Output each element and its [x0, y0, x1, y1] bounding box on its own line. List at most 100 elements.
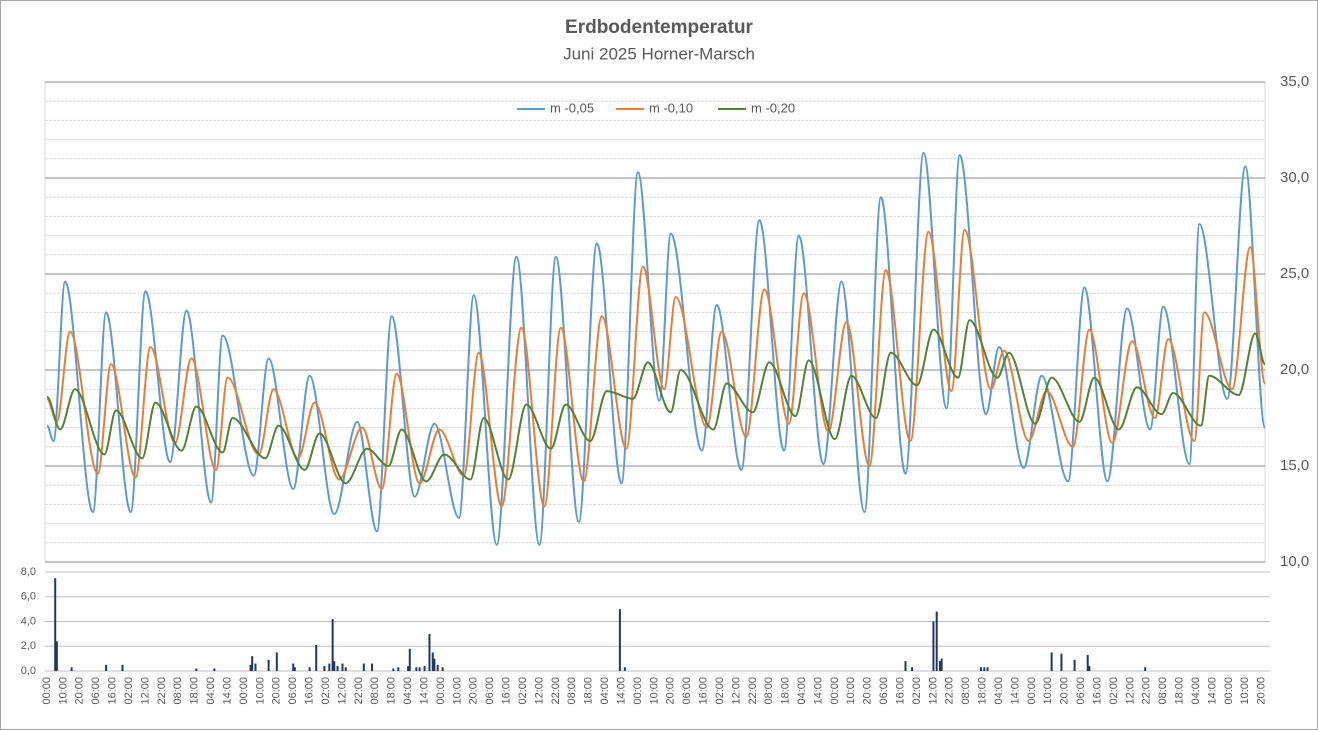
x-tick-label: 02:00	[911, 677, 923, 705]
x-tick-label: 02:00	[123, 677, 135, 705]
chart-subtitle: Juni 2025 Horner-Marsch	[563, 44, 755, 63]
bar	[336, 666, 339, 671]
y-tick-label: 6,0	[21, 591, 36, 603]
bar	[70, 667, 73, 671]
bar	[1088, 666, 1091, 671]
bar	[315, 645, 318, 671]
bar	[911, 667, 914, 671]
x-tick-label: 14:00	[1009, 677, 1021, 705]
bar	[105, 664, 108, 671]
chart-title: Erdbodentemperatur	[565, 17, 754, 38]
bar	[195, 668, 198, 671]
x-tick-label: 00:00	[632, 677, 644, 705]
bar	[408, 648, 411, 671]
x-tick-label: 06:00	[484, 677, 496, 705]
bar	[371, 663, 374, 671]
x-tick-label: 22:00	[1141, 677, 1153, 705]
bar	[935, 611, 938, 671]
x-tick-label: 22:00	[156, 677, 168, 705]
bar	[344, 667, 347, 671]
bar	[904, 661, 907, 671]
x-tick-label: 18:00	[1174, 677, 1186, 705]
x-tick-label: 14:00	[615, 677, 627, 705]
x-tick-label: 06:00	[90, 677, 102, 705]
bar	[418, 667, 421, 671]
x-tick-label: 16:00	[698, 677, 710, 705]
bar	[392, 668, 395, 671]
x-tick-label: 22:00	[550, 677, 562, 705]
bar	[1144, 667, 1147, 671]
x-tick-label: 02:00	[714, 677, 726, 705]
bar	[431, 652, 434, 671]
bar	[441, 667, 444, 671]
bar	[428, 633, 431, 671]
y-tick-label: 25,0	[1280, 265, 1309, 282]
x-tick-label: 12:00	[533, 677, 545, 705]
bar	[292, 663, 295, 671]
bar	[308, 667, 311, 671]
x-tick-label: 20:00	[74, 677, 86, 705]
bar	[1060, 653, 1063, 671]
bar	[415, 667, 418, 671]
y-tick-label: 15,0	[1280, 457, 1309, 474]
x-tick-label: 12:00	[1124, 677, 1136, 705]
x-tick-label: 10:00	[57, 677, 69, 705]
x-tick-label: 06:00	[681, 677, 693, 705]
x-tick-label: 20:00	[665, 677, 677, 705]
bar	[940, 658, 943, 671]
x-tick-label: 20:00	[271, 677, 283, 705]
x-tick-label: 04:00	[599, 677, 611, 705]
bar	[436, 664, 439, 671]
x-tick-label: 08:00	[369, 677, 381, 705]
x-tick-label: 04:00	[205, 677, 217, 705]
bar	[328, 663, 331, 671]
bar	[433, 658, 436, 671]
y-tick-label: 30,0	[1280, 169, 1309, 186]
x-tick-label: 10:00	[1042, 677, 1054, 705]
x-tick-label: 10:00	[1239, 677, 1251, 705]
bar	[55, 641, 58, 671]
x-tick-label: 16:00	[107, 677, 119, 705]
bar	[293, 667, 296, 671]
series-line	[46, 228, 1266, 508]
x-tick-label: 08:00	[172, 677, 184, 705]
x-tick-label: 06:00	[1075, 677, 1087, 705]
legend-label: m -0,05	[550, 100, 594, 115]
x-tick-label: 16:00	[501, 677, 513, 705]
bar	[254, 663, 257, 671]
x-tick-label: 16:00	[304, 677, 316, 705]
legend-label: m -0,20	[751, 100, 795, 115]
series-line	[46, 152, 1266, 546]
bar	[275, 652, 278, 671]
bar	[251, 656, 254, 671]
x-tick-label: 00:00	[1026, 677, 1038, 705]
bar	[362, 663, 365, 671]
bar	[1050, 652, 1053, 671]
x-tick-label: 12:00	[730, 677, 742, 705]
bar	[249, 664, 252, 671]
x-tick-label: 00:00	[435, 677, 447, 705]
x-tick-label: 08:00	[763, 677, 775, 705]
bar	[213, 668, 216, 671]
x-tick-label: 02:00	[320, 677, 332, 705]
y-tick-label: 8,0	[21, 566, 36, 578]
x-tick-label: 14:00	[812, 677, 824, 705]
x-tick-label: 22:00	[747, 677, 759, 705]
x-tick-label: 00:00	[238, 677, 250, 705]
x-tick-label: 20:00	[468, 677, 480, 705]
x-tick-label: 08:00	[566, 677, 578, 705]
x-tick-label: 22:00	[944, 677, 956, 705]
x-tick-label: 04:00	[1190, 677, 1202, 705]
bar	[938, 661, 941, 671]
y-tick-label: 4,0	[21, 615, 36, 627]
x-tick-label: 16:00	[894, 677, 906, 705]
y-tick-label: 20,0	[1280, 361, 1309, 378]
x-tick-label: 20:00	[1059, 677, 1071, 705]
series-line	[46, 319, 1266, 485]
x-tick-label: 18:00	[386, 677, 398, 705]
x-tick-label: 12:00	[927, 677, 939, 705]
bar	[331, 619, 334, 671]
x-tick-label: 20:00	[1256, 677, 1268, 705]
bar	[333, 661, 336, 671]
bar	[623, 667, 626, 671]
